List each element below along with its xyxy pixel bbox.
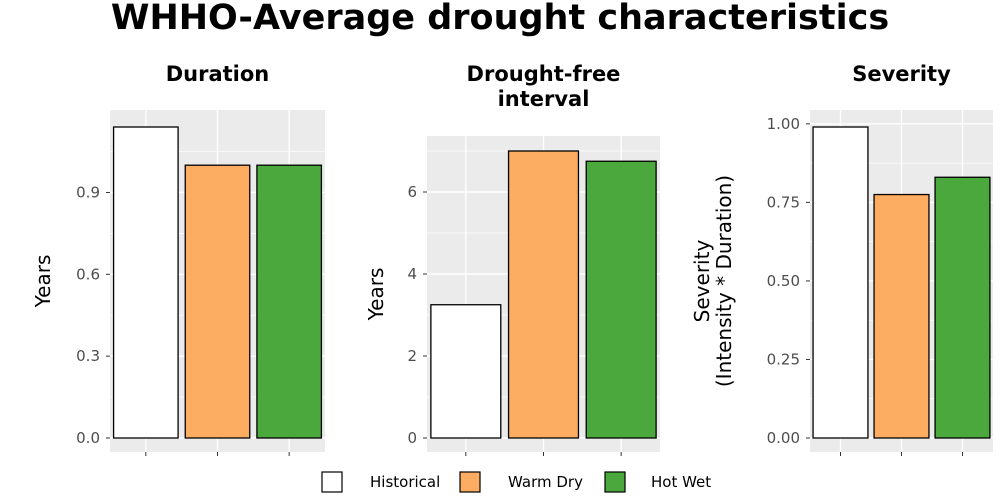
bar-hot-wet — [934, 176, 991, 439]
legend-key-historical — [321, 471, 343, 493]
y-tick-label: 0 — [407, 429, 417, 447]
y-tick-label: 1.00 — [767, 115, 800, 133]
legend-label: Warm Dry — [508, 473, 583, 491]
y-tick-label: 2 — [407, 347, 417, 365]
chart-panel-1: 0.0 0.3 0.6 0.9 Duration Years — [31, 62, 325, 456]
y-tick-label: 0.3 — [76, 347, 100, 365]
bar-hot-wet — [585, 160, 657, 439]
chart-panel-3: 0.000.250.500.751.00SeveritySeverity(Int… — [690, 62, 993, 456]
y-tick-label: 4 — [407, 265, 417, 283]
y-tick-label: 0.50 — [767, 272, 800, 290]
y-axis-label: Severity — [690, 240, 714, 323]
panel-title: Drought-free — [467, 62, 621, 86]
panel-title: Duration — [166, 62, 270, 86]
bar-historical — [430, 304, 502, 439]
bar-warm-dry — [873, 193, 930, 439]
main-title: WHHO-Average drought characteristics — [111, 0, 889, 38]
y-tick-label: 0.00 — [767, 429, 800, 447]
y-tick-label: 0.0 — [76, 429, 100, 447]
bar-historical — [112, 126, 179, 439]
y-axis-label: (Intensity * Duration) — [712, 175, 736, 387]
y-tick-label: 0.75 — [767, 193, 800, 211]
y-tick-label: 0.25 — [767, 350, 800, 368]
legend-key-warm-dry — [459, 471, 481, 493]
bar-historical — [812, 126, 869, 439]
y-tick-label: 0.6 — [76, 265, 100, 283]
panel-title: interval — [498, 87, 590, 111]
panel-title: Severity — [852, 62, 951, 86]
legend-label: Hot Wet — [651, 473, 711, 491]
legend-key-hot-wet — [604, 471, 626, 493]
chart-panels: 0.0 0.3 0.6 0.9 Duration Years 0 2 4 6 Drought-fre… — [31, 62, 993, 456]
y-tick-label: 0.9 — [76, 183, 100, 201]
bar-warm-dry — [184, 164, 251, 439]
y-axis-label: Years — [364, 268, 388, 322]
bar-warm-dry — [507, 150, 580, 439]
legend: Historical Warm Dry Hot Wet — [321, 471, 711, 493]
bar-hot-wet — [256, 164, 323, 439]
legend-label: Historical — [370, 473, 440, 491]
y-axis-label: Years — [31, 255, 55, 309]
y-tick-label: 6 — [407, 183, 417, 201]
